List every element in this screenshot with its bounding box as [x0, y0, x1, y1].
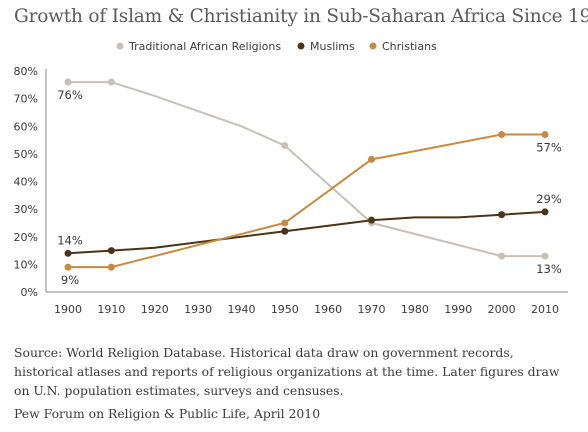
data-point	[281, 142, 289, 150]
x-tick-label: 1980	[401, 303, 429, 316]
x-tick-label: 1990	[444, 303, 472, 316]
legend-label: Muslims	[310, 40, 355, 53]
credit-note: Pew Forum on Religion & Public Life, Apr…	[14, 406, 321, 421]
x-tick-label: 1920	[141, 303, 169, 316]
data-point	[541, 131, 549, 139]
x-tick-label: 1950	[271, 303, 299, 316]
y-tick-label: 70%	[14, 93, 38, 106]
x-tick-label: 1900	[54, 303, 82, 316]
y-tick-label: 60%	[14, 120, 38, 133]
x-tick-label: 1970	[358, 303, 386, 316]
series-line	[68, 81, 545, 258]
y-tick-label: 20%	[14, 231, 38, 244]
legend-label: Christians	[382, 40, 437, 53]
data-point	[281, 227, 289, 235]
y-tick-label: 10%	[14, 258, 38, 271]
series-line	[68, 133, 545, 269]
data-point	[541, 208, 549, 216]
line-chart: 0% 10% 20% 30% 40% 50% 60% 70% 80% 1900 1910 1920 19…	[14, 40, 568, 316]
chart-title: Growth of Islam & Christianity in Sub-Sa…	[14, 6, 588, 27]
x-tick-label: 1960	[314, 303, 342, 316]
x-tick-label: 2010	[531, 303, 559, 316]
series-line	[67, 210, 546, 255]
data-label: 13%	[536, 262, 562, 276]
x-tick-label: 1940	[227, 303, 255, 316]
data-point	[498, 252, 506, 260]
data-point	[498, 131, 506, 139]
data-label: 9%	[61, 273, 79, 287]
data-point	[64, 263, 72, 271]
data-point	[368, 155, 376, 163]
data-point	[64, 78, 72, 86]
x-tick-label: 1910	[97, 303, 125, 316]
data-point	[107, 247, 115, 255]
legend-marker	[297, 42, 305, 50]
y-tick-label: 30%	[14, 203, 38, 216]
y-tick-label: 80%	[14, 65, 38, 78]
data-point	[107, 78, 115, 86]
data-point	[281, 219, 289, 227]
source-note: Source: World Religion Database. Histori…	[14, 345, 560, 398]
x-tick-label: 2000	[488, 303, 516, 316]
data-point	[107, 263, 115, 271]
data-label: 76%	[57, 88, 83, 102]
legend-marker	[369, 42, 377, 50]
y-tick-label: 50%	[14, 148, 38, 161]
data-point	[498, 211, 506, 219]
legend-marker	[116, 42, 124, 50]
data-point	[541, 252, 549, 260]
data-label: 57%	[536, 141, 562, 155]
data-label: 29%	[536, 192, 562, 206]
data-label: 14%	[57, 233, 83, 247]
data-point	[64, 249, 72, 257]
legend-label: Traditional African Religions	[128, 40, 281, 53]
data-point	[368, 216, 376, 224]
y-tick-label: 0%	[21, 286, 38, 299]
x-tick-label: 1930	[184, 303, 212, 316]
y-tick-label: 40%	[14, 176, 38, 189]
